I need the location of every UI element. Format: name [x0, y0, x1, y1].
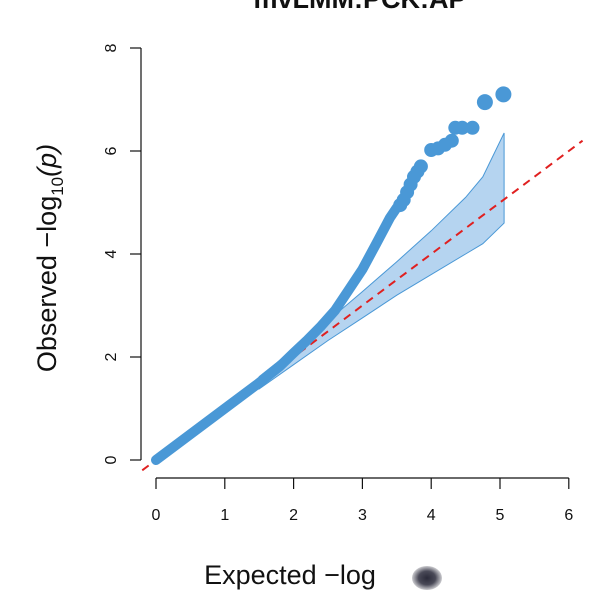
data-point — [495, 86, 512, 103]
y-tick-label: 6 — [103, 146, 120, 155]
observed-points-curve — [151, 202, 402, 465]
x-axis: 0 1 2 3 4 5 6 — [152, 477, 573, 524]
observed-points-layer — [393, 86, 512, 213]
data-point — [444, 133, 459, 148]
y-axis-title-variable: (p) — [32, 144, 62, 177]
y-tick-label: 8 — [103, 43, 120, 52]
x-tick-label: 0 — [152, 507, 161, 524]
x-tick-label: 6 — [564, 507, 573, 524]
data-point — [455, 120, 470, 135]
data-point — [476, 94, 493, 111]
blur-smudge — [412, 566, 442, 590]
x-tick-label: 4 — [427, 507, 436, 524]
y-tick-label: 2 — [103, 352, 120, 361]
observed-points-curve-layer — [151, 202, 402, 465]
data-point — [465, 120, 480, 135]
x-tick-label: 3 — [358, 507, 367, 524]
y-tick-label: 4 — [103, 249, 120, 258]
y-axis-title: Observed −log10(p) — [32, 144, 67, 372]
x-tick-label: 2 — [289, 507, 298, 524]
x-tick-label: 5 — [496, 507, 505, 524]
y-axis-title-subscript: 10 — [48, 177, 67, 196]
data-point — [413, 159, 428, 174]
x-axis-title: Expected −log — [204, 560, 376, 590]
x-tick-label: 1 — [220, 507, 229, 524]
chart-title: mvLMM:PCK:AP — [254, 0, 467, 14]
y-tick-label: 0 — [103, 455, 120, 464]
y-axis-title-prefix: Observed −log — [32, 196, 62, 372]
y-axis: 0 2 4 6 8 — [103, 43, 142, 464]
